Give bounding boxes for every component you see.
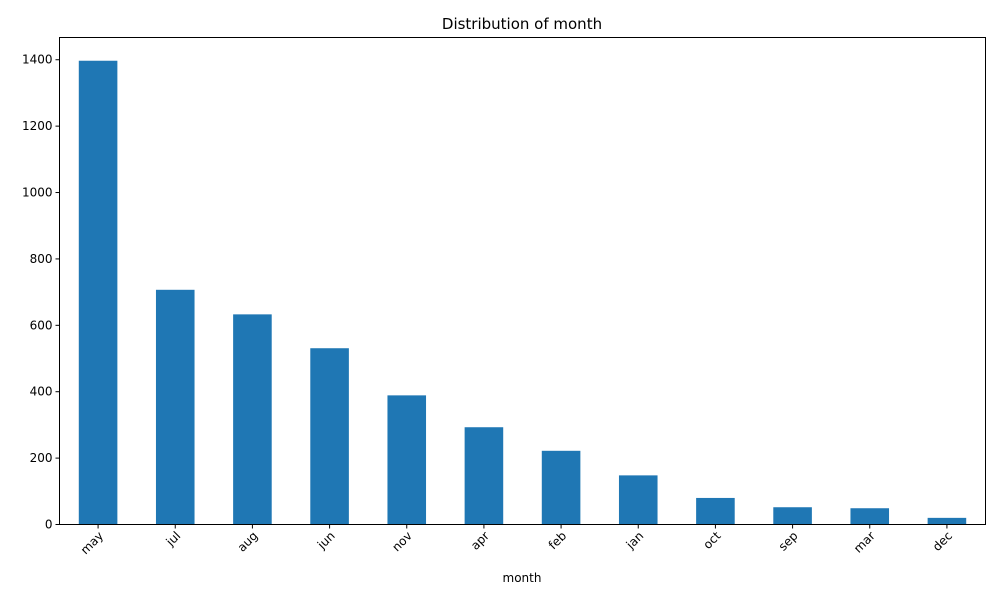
bar-may xyxy=(78,60,118,525)
x-tick-label-mar: mar xyxy=(851,529,878,556)
y-tick-label-800: 800 xyxy=(30,252,53,266)
plot-frame xyxy=(59,37,986,525)
x-axis: may jul aug jun nov apr feb jan oct sep mar dec xyxy=(78,524,955,557)
bar-oct xyxy=(696,497,735,525)
bar-dec xyxy=(927,517,967,525)
y-tick-label-1000: 1000 xyxy=(22,186,53,200)
x-tick-label-jun: jun xyxy=(314,529,338,553)
bar-nov xyxy=(387,395,427,525)
x-tick-label-oct: oct xyxy=(700,529,723,552)
y-tick-label-200: 200 xyxy=(30,451,53,465)
x-axis-label: month xyxy=(503,571,542,585)
bar-sep xyxy=(773,507,812,525)
bar-jun xyxy=(310,348,349,525)
y-tick-label-1200: 1200 xyxy=(22,119,53,133)
bar-mar xyxy=(850,508,890,525)
x-tick-label-sep: sep xyxy=(776,529,801,554)
bar-apr xyxy=(464,427,504,525)
y-tick-label-1400: 1400 xyxy=(22,53,53,67)
y-tick-label-600: 600 xyxy=(30,318,53,332)
x-tick-label-jan: jan xyxy=(623,529,647,553)
x-tick-label-dec: dec xyxy=(930,529,955,554)
bar-aug xyxy=(233,314,272,525)
x-tick-label-may: may xyxy=(78,529,106,557)
x-tick-label-feb: feb xyxy=(546,529,570,553)
x-tick-label-nov: nov xyxy=(389,529,415,555)
x-tick-label-aug: aug xyxy=(235,529,261,555)
bar-jan xyxy=(618,475,658,525)
bars-group xyxy=(78,60,967,525)
chart-title: Distribution of month xyxy=(442,15,602,33)
x-tick-label-apr: apr xyxy=(468,529,492,553)
bar-jul xyxy=(155,289,195,525)
bar-feb xyxy=(541,450,581,525)
x-tick-label-jul: jul xyxy=(163,529,184,550)
y-tick-label-0: 0 xyxy=(45,518,53,532)
y-axis: 0 200 400 600 800 1000 1200 1400 xyxy=(22,53,60,532)
y-tick-label-400: 400 xyxy=(30,385,53,399)
